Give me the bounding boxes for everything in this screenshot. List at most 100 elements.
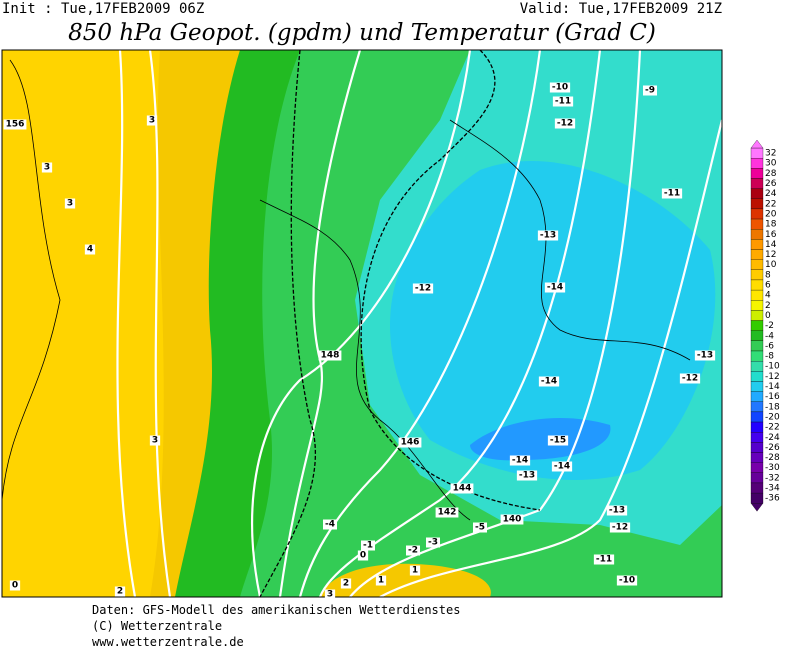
contour-label: -14: [512, 456, 528, 466]
label-box: [552, 96, 574, 107]
contour-label: -12: [682, 374, 698, 384]
label-box: [3, 119, 27, 130]
label-box: [324, 589, 336, 600]
colorbar-label: 2: [765, 301, 771, 311]
contour-label: 1: [378, 576, 384, 586]
footer-line: Daten: GFS-Modell des amerikanischen Wet…: [92, 603, 460, 617]
contour-label: 2: [343, 579, 349, 589]
label-box: [679, 373, 701, 384]
contour-label: -4: [325, 520, 335, 530]
colorbar-cell: [750, 147, 764, 159]
label-box: [357, 550, 369, 561]
colorbar-label: -14: [765, 382, 780, 392]
colorbar-label: -2: [765, 321, 774, 331]
map: [1, 49, 723, 598]
colorbar-label: 12: [765, 250, 776, 260]
colorbar-label: 18: [765, 220, 777, 230]
contour-label: -13: [609, 506, 625, 516]
contour-label: 0: [12, 581, 18, 591]
label-box: [538, 376, 560, 387]
contour-label: 0: [360, 551, 366, 561]
colorbar-cell: [750, 391, 764, 402]
colorbar-label: 28: [765, 169, 777, 179]
contour-label: -10: [552, 83, 568, 93]
label-box: [340, 578, 352, 589]
label-box: [547, 435, 569, 446]
colorbar-arrow: [750, 139, 764, 149]
colorbar-label: -26: [765, 443, 780, 453]
colorbar-label: -16: [765, 392, 780, 402]
colorbar-cell: [750, 421, 764, 433]
colorbar-label: 32: [765, 149, 776, 159]
label-box: [516, 470, 538, 481]
footer-line: www.wetterzentrale.de: [92, 635, 244, 648]
label-box: [606, 505, 628, 516]
label-box: [554, 118, 576, 129]
contour-label: 4: [87, 245, 93, 255]
label-box: [361, 540, 375, 551]
colorbar-label: 8: [765, 270, 771, 280]
contour-label: 140: [503, 515, 522, 525]
contour-label: -11: [664, 189, 680, 199]
colorbar-cell: [750, 208, 764, 220]
colorbar-label: 4: [765, 291, 771, 301]
colorbar-label: 10: [765, 260, 777, 270]
colorbar-cell: [750, 472, 764, 484]
colorbar-label: 14: [765, 240, 777, 250]
contour-label: -15: [550, 436, 566, 446]
colorbar-cell: [750, 350, 764, 362]
colorbar-cell: [750, 168, 764, 179]
colorbar-cell: [750, 269, 764, 281]
contour-label: -3: [428, 538, 438, 548]
label-box: [661, 188, 683, 199]
contour-label: -12: [612, 523, 628, 533]
contour-label: -2: [408, 546, 418, 556]
label-box: [64, 198, 76, 209]
colorbar-cell: [750, 492, 764, 504]
colorbar-cell: [750, 310, 764, 321]
colorbar-cell: [750, 188, 764, 199]
contour-label: -14: [541, 377, 557, 387]
label-box: [149, 435, 161, 446]
colorbar-cell: [750, 198, 764, 210]
label-box: [537, 230, 559, 241]
contour-label: -5: [475, 523, 485, 533]
colorbar-cell: [750, 157, 764, 169]
colorbar-label: -6: [765, 341, 774, 351]
colorbar-label: -10: [765, 362, 780, 372]
label-box: [616, 575, 638, 586]
colorbar-label: 20: [765, 209, 777, 219]
contour-label: 2: [117, 587, 123, 597]
contour-label: 148: [321, 351, 340, 361]
contour-label: -13: [540, 231, 556, 241]
colorbar-label: 0: [765, 311, 771, 321]
label-box: [593, 554, 615, 565]
contour-label: 146: [401, 438, 420, 448]
label-box: [375, 575, 387, 586]
colorbar-cell: [750, 381, 764, 392]
colorbar-cell: [750, 279, 764, 291]
init-time: Init : Tue,17FEB2009 06Z: [2, 1, 204, 17]
colorbar-cell: [750, 432, 764, 443]
valid-time: Valid: Tue,17FEB2009 21Z: [520, 1, 722, 17]
colorbar-label: -36: [765, 494, 780, 504]
label-box: [551, 461, 573, 472]
label-box: [694, 350, 716, 361]
contour-label: 3: [327, 590, 333, 600]
label-box: [509, 455, 531, 466]
colorbar-label: -22: [765, 423, 780, 433]
label-box: [84, 244, 96, 255]
colorbar-cell: [750, 482, 764, 494]
colorbar-label: 24: [765, 189, 777, 199]
label-box: [426, 537, 440, 548]
colorbar-label: 16: [765, 230, 777, 240]
contour-label: 3: [44, 163, 50, 173]
label-box: [41, 162, 53, 173]
colorbar-cell: [750, 229, 764, 240]
colorbar-label: -30: [765, 463, 780, 473]
colorbar-cell: [750, 462, 764, 473]
colorbar-label: -28: [765, 453, 780, 463]
contour-label: 1: [412, 566, 418, 576]
colorbar-label: -24: [765, 433, 780, 443]
label-box: [323, 519, 337, 530]
